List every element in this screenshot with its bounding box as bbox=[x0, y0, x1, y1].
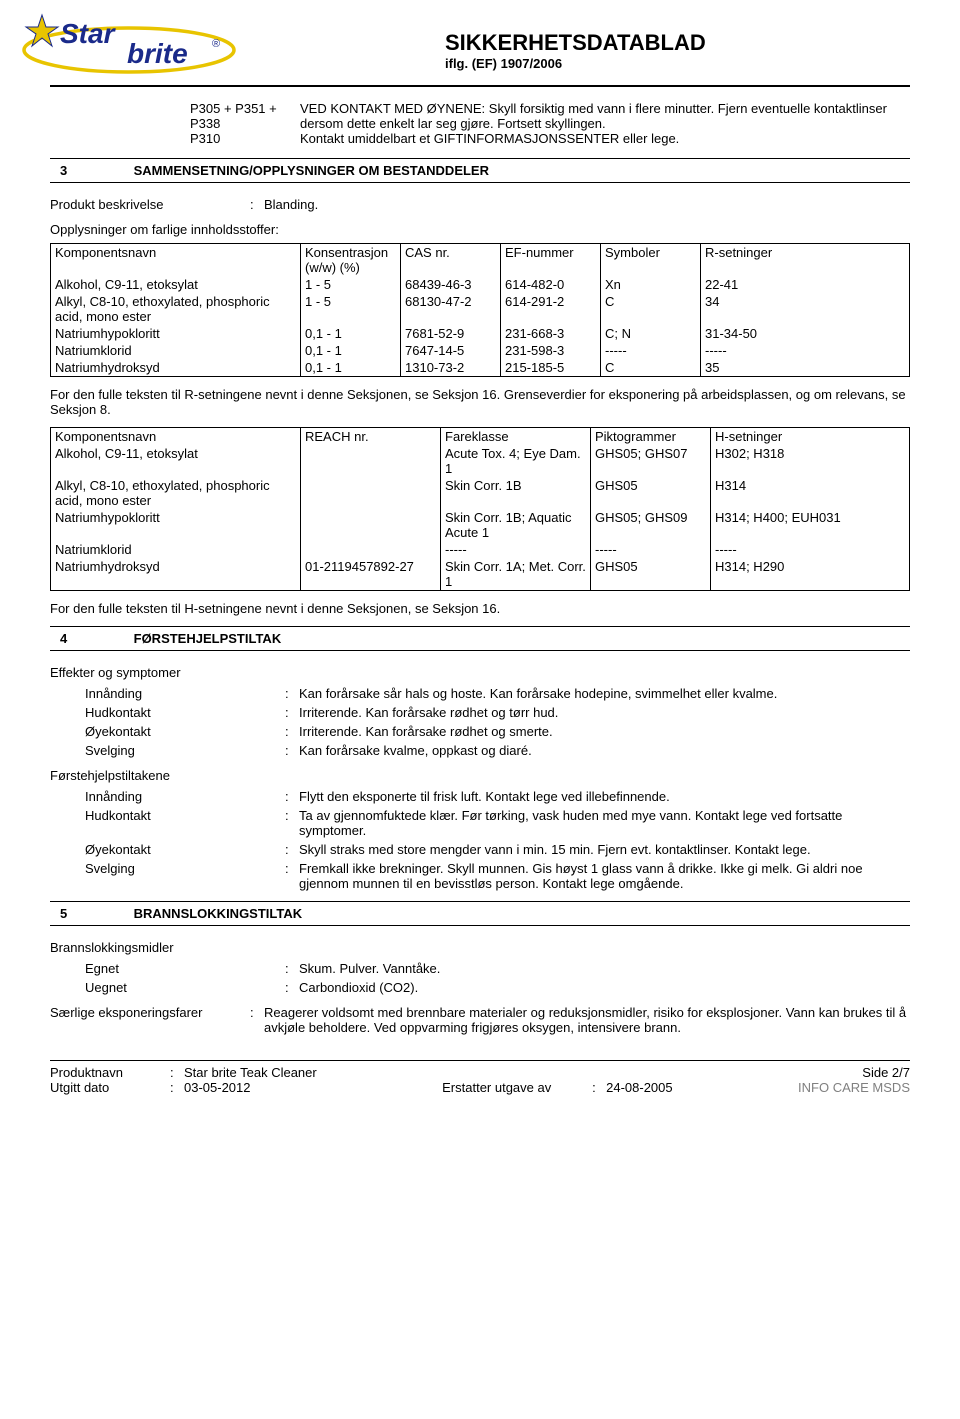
footer-brand: INFO CARE MSDS bbox=[798, 1080, 910, 1095]
col-header: Piktogrammer bbox=[591, 428, 711, 446]
measure-row: Innånding:Flytt den eksponerte til frisk… bbox=[50, 789, 910, 804]
table-row: Natriumklorid--------------- bbox=[51, 541, 910, 558]
footer-rule bbox=[50, 1060, 910, 1061]
col-header: Fareklasse bbox=[441, 428, 591, 446]
footer-mid: Erstatter utgave av:24-08-2005 bbox=[442, 1065, 673, 1095]
components-table-1: Komponentsnavn Konsentrasjon (w/w) (%) C… bbox=[50, 243, 910, 377]
footer: Produktnavn:Star brite Teak Cleaner Utgi… bbox=[50, 1065, 910, 1095]
p-statement: P305 + P351 + P338 VED KONTAKT MED ØYNEN… bbox=[190, 101, 910, 131]
exposure-hazard: Særlige eksponeringsfarer : Reagerer vol… bbox=[50, 1005, 910, 1035]
table-row: Alkyl, C8-10, ethoxylated, phosphoric ac… bbox=[51, 293, 910, 325]
table-row: Alkyl, C8-10, ethoxylated, phosphoric ac… bbox=[51, 477, 910, 509]
p-code: P305 + P351 + P338 bbox=[190, 101, 300, 131]
p-code: P310 bbox=[190, 131, 300, 146]
page: Star brite ® SIKKERHETSDATABLAD iflg. (E… bbox=[0, 0, 960, 1115]
section-5-header: 5 BRANNSLOKKINGSTILTAK bbox=[50, 901, 910, 926]
label: Produkt beskrivelse bbox=[50, 197, 250, 212]
product-description: Produkt beskrivelse : Blanding. bbox=[50, 197, 910, 212]
table-header-row: Komponentsnavn REACH nr. Fareklasse Pikt… bbox=[51, 428, 910, 446]
header: Star brite ® SIKKERHETSDATABLAD iflg. (E… bbox=[50, 30, 910, 87]
section-number: 4 bbox=[50, 631, 130, 646]
col-header: REACH nr. bbox=[301, 428, 441, 446]
svg-text:brite: brite bbox=[127, 38, 188, 69]
hazardous-info-label: Opplysninger om farlige innholdsstoffer: bbox=[50, 222, 910, 237]
media-row: Egnet:Skum. Pulver. Vanntåke. bbox=[50, 961, 910, 976]
section-3-header: 3 SAMMENSETNING/OPPLYSNINGER OM BESTANDD… bbox=[50, 158, 910, 183]
header-rule bbox=[50, 85, 910, 87]
table-row: Natriumhypokloritt0,1 - 17681-52-9231-66… bbox=[51, 325, 910, 342]
section-number: 5 bbox=[50, 906, 130, 921]
document-title: SIKKERHETSDATABLAD bbox=[445, 30, 910, 56]
p-statement: P310 Kontakt umiddelbart et GIFTINFORMAS… bbox=[190, 131, 910, 146]
measure-row: Øyekontakt:Skyll straks med store mengde… bbox=[50, 842, 910, 857]
section3-note1: For den fulle teksten til R-setningene n… bbox=[50, 387, 910, 417]
footer-left: Produktnavn:Star brite Teak Cleaner Utgi… bbox=[50, 1065, 317, 1095]
media-label: Brannslokkingsmidler bbox=[50, 940, 910, 955]
components-table-2: Komponentsnavn REACH nr. Fareklasse Pikt… bbox=[50, 427, 910, 591]
effect-row: Svelging:Kan forårsake kvalme, oppkast o… bbox=[50, 743, 910, 758]
col-header: H-setninger bbox=[711, 428, 910, 446]
col-header: R-setninger bbox=[701, 244, 910, 277]
section-title: SAMMENSETNING/OPPLYSNINGER OM BESTANDDEL… bbox=[134, 163, 489, 178]
section-4-header: 4 FØRSTEHJELPSTILTAK bbox=[50, 626, 910, 651]
section-title: BRANNSLOKKINGSTILTAK bbox=[134, 906, 303, 921]
col-header: EF-nummer bbox=[501, 244, 601, 277]
svg-text:®: ® bbox=[212, 38, 220, 50]
table-row: Alkohol, C9-11, etoksylatAcute Tox. 4; E… bbox=[51, 445, 910, 477]
value: Blanding. bbox=[264, 197, 910, 212]
p-text: VED KONTAKT MED ØYNENE: Skyll forsiktig … bbox=[300, 101, 910, 131]
effect-row: Hudkontakt:Irriterende. Kan forårsake rø… bbox=[50, 705, 910, 720]
measure-row: Svelging:Fremkall ikke brekninger. Skyll… bbox=[50, 861, 910, 891]
table-row: Alkohol, C9-11, etoksylat1 - 568439-46-3… bbox=[51, 276, 910, 293]
col-header: Konsentrasjon (w/w) (%) bbox=[301, 244, 401, 277]
col-header: Komponentsnavn bbox=[51, 428, 301, 446]
col-header: Komponentsnavn bbox=[51, 244, 301, 277]
table-row: NatriumhypoklorittSkin Corr. 1B; Aquatic… bbox=[51, 509, 910, 541]
document-subtitle: iflg. (EF) 1907/2006 bbox=[445, 56, 910, 71]
table-header-row: Komponentsnavn Konsentrasjon (w/w) (%) C… bbox=[51, 244, 910, 277]
measures-label: Førstehjelpstiltakene bbox=[50, 768, 910, 783]
svg-text:Star: Star bbox=[60, 18, 117, 49]
value: Reagerer voldsomt med brennbare material… bbox=[264, 1005, 910, 1035]
col-header: Symboler bbox=[601, 244, 701, 277]
section3-note2: For den fulle teksten til H-setningene n… bbox=[50, 601, 910, 616]
table-row: Natriumklorid0,1 - 17647-14-5231-598-3--… bbox=[51, 342, 910, 359]
effects-label: Effekter og symptomer bbox=[50, 665, 910, 680]
page-number: Side 2/7 bbox=[798, 1065, 910, 1080]
table-row: Natriumhydroksyd01-2119457892-27Skin Cor… bbox=[51, 558, 910, 591]
label: Særlige eksponeringsfarer bbox=[50, 1005, 250, 1035]
table-row: Natriumhydroksyd0,1 - 11310-73-2215-185-… bbox=[51, 359, 910, 377]
star-brite-logo: Star brite ® bbox=[22, 10, 237, 75]
col-header: CAS nr. bbox=[401, 244, 501, 277]
effect-row: Innånding:Kan forårsake sår hals og host… bbox=[50, 686, 910, 701]
section-number: 3 bbox=[50, 163, 130, 178]
footer-right: Side 2/7 INFO CARE MSDS bbox=[798, 1065, 910, 1095]
effect-row: Øyekontakt:Irriterende. Kan forårsake rø… bbox=[50, 724, 910, 739]
measure-row: Hudkontakt:Ta av gjennomfuktede klær. Fø… bbox=[50, 808, 910, 838]
p-text: Kontakt umiddelbart et GIFTINFORMASJONSS… bbox=[300, 131, 679, 146]
section-title: FØRSTEHJELPSTILTAK bbox=[134, 631, 282, 646]
media-row: Uegnet:Carbondioxid (CO2). bbox=[50, 980, 910, 995]
